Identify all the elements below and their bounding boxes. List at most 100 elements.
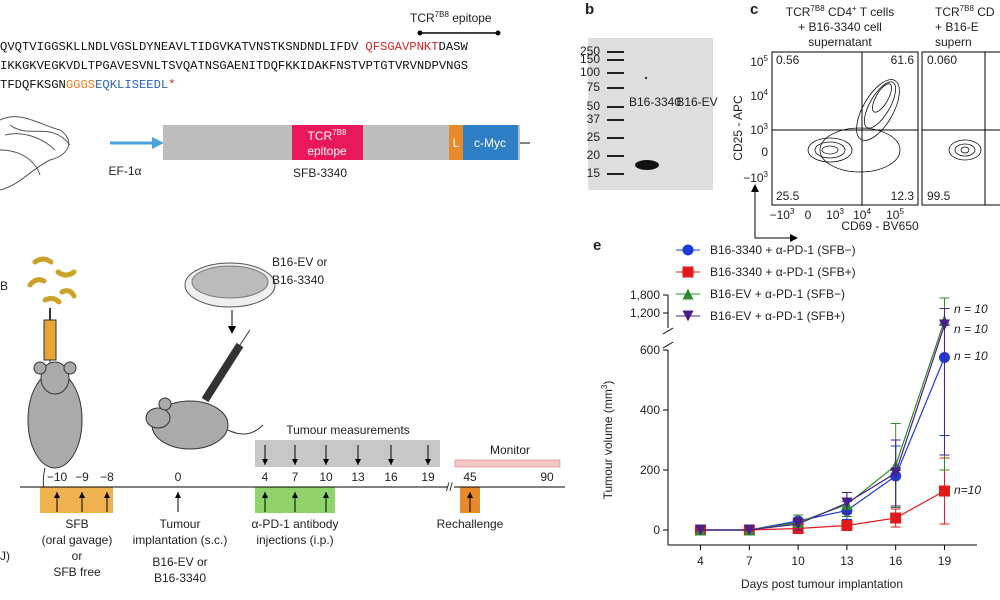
y-tick-label: 600 (640, 343, 660, 357)
linker-label: L (453, 136, 460, 150)
arrowhead (355, 459, 361, 465)
legend-label: B16-EV + α-PD-1 (SFB+) (710, 309, 845, 323)
promoter-label: EF-1α (109, 164, 142, 178)
caption: B16-EV or (152, 555, 207, 569)
y-axis-label: Tumour volume (mm3) (600, 381, 615, 500)
annotation: n = 10 (954, 302, 988, 316)
timeline-tick: 16 (384, 470, 398, 484)
tick-label: 0 (761, 145, 768, 159)
lane-label: B16-EV (676, 95, 717, 109)
text: TCR (786, 5, 811, 19)
plot-title: TCR7B8 CD (935, 4, 995, 19)
text: T cells (857, 5, 895, 19)
bracket-end (417, 30, 423, 36)
x-axis-label: CD69 - BV650 (841, 219, 919, 233)
sequence-segment: QVQTVIGGSKLLNDLVGSLDYNEAVLTIDGVKATVNSTKS… (0, 40, 359, 54)
arrowhead (292, 492, 298, 498)
marker (938, 485, 950, 497)
tick-label: −103 (770, 207, 795, 222)
arrowhead (751, 184, 759, 192)
series-line (700, 324, 946, 531)
arrowhead (467, 492, 473, 498)
text: epitope (449, 11, 492, 25)
tick-label: 104 (750, 88, 768, 103)
superscript: 3 (790, 207, 795, 216)
measurement-box (255, 440, 440, 467)
dish-label: B16-EV or (272, 255, 327, 269)
tick-label: 103 (826, 207, 844, 222)
series-line (700, 320, 946, 531)
text: Tumour volume (mm (601, 389, 615, 499)
caption: SFB free (53, 565, 101, 579)
text: 10 (853, 208, 867, 222)
arrowhead (79, 492, 85, 498)
x-tick-label: 7 (746, 554, 753, 568)
arrowhead (323, 459, 329, 465)
marker (695, 524, 707, 536)
caption: SFB (65, 517, 88, 531)
y-tick-label: 1,800 (630, 288, 660, 302)
marker (743, 524, 755, 536)
timeline-tick: 10 (319, 470, 333, 484)
annotation: n = 10 (954, 349, 988, 363)
linker-box (449, 125, 463, 160)
arrowhead (54, 492, 60, 498)
ladder-label: 25 (587, 130, 601, 144)
ladder-label: 100 (580, 65, 600, 79)
marker (841, 520, 853, 531)
marker (938, 319, 950, 331)
text: TCR (308, 129, 333, 143)
text: 10 (826, 208, 840, 222)
arrowhead (228, 326, 236, 334)
text: supern (935, 35, 972, 49)
superscript: 5 (899, 207, 904, 216)
y-tick-label: 400 (640, 403, 660, 417)
gel-speck (644, 76, 648, 80)
superscript: 3 (839, 207, 844, 216)
x-tick-label: 13 (840, 554, 854, 568)
text: TCR (410, 11, 435, 25)
timeline-tick: −10 (47, 470, 68, 484)
timeline-tick: −8 (100, 470, 114, 484)
timeline-break: // (446, 480, 453, 494)
sequence-segment: DASW (439, 40, 469, 54)
panel-label: e (593, 237, 601, 254)
flow-plot (771, 51, 919, 206)
x-axis-label: Days post tumour implantation (741, 577, 903, 591)
tick-label: 105 (886, 207, 904, 222)
marker (890, 512, 902, 524)
timeline-tick: 45 (463, 470, 477, 484)
sequence-line: TFDQFKSGNGGGSEQKLISEEDL* (0, 78, 176, 92)
text: 10 (750, 123, 764, 137)
epitope-box (292, 125, 363, 160)
annotation: n=10 (954, 483, 981, 497)
marker (841, 497, 853, 509)
arrowhead (323, 492, 329, 498)
cut-text: B (0, 279, 8, 293)
text: supernatant (808, 35, 872, 49)
monitor-title: Monitor (490, 443, 530, 457)
flow-plot (921, 51, 1000, 206)
timeline-tick: 19 (421, 470, 435, 484)
timeline-tick: 7 (292, 470, 299, 484)
y-tick-label: 0 (653, 523, 660, 537)
quadrant-value: 12.3 (891, 189, 915, 203)
timeline-tick: −9 (75, 470, 89, 484)
superscript: 7B8 (332, 128, 347, 137)
plot-title: + B16-3340 cell (798, 20, 882, 34)
superscript: 3 (764, 122, 769, 131)
superscript: 7B8 (435, 10, 450, 19)
caption: injections (i.p.) (256, 533, 333, 547)
epitope-box-label: epitope (307, 144, 347, 158)
x-tick-label: 19 (938, 554, 952, 568)
quadrant-value: 0.060 (927, 53, 957, 67)
arrowhead (425, 459, 431, 465)
ladder-label: 50 (587, 99, 601, 113)
timeline-tick: 13 (351, 470, 365, 484)
syringe (201, 329, 251, 403)
text: 0 (805, 208, 812, 222)
sequence-segment: * (168, 78, 175, 92)
plot-title: supern (935, 35, 972, 49)
text: 10 (886, 208, 900, 222)
superscript: 5 (764, 54, 769, 63)
